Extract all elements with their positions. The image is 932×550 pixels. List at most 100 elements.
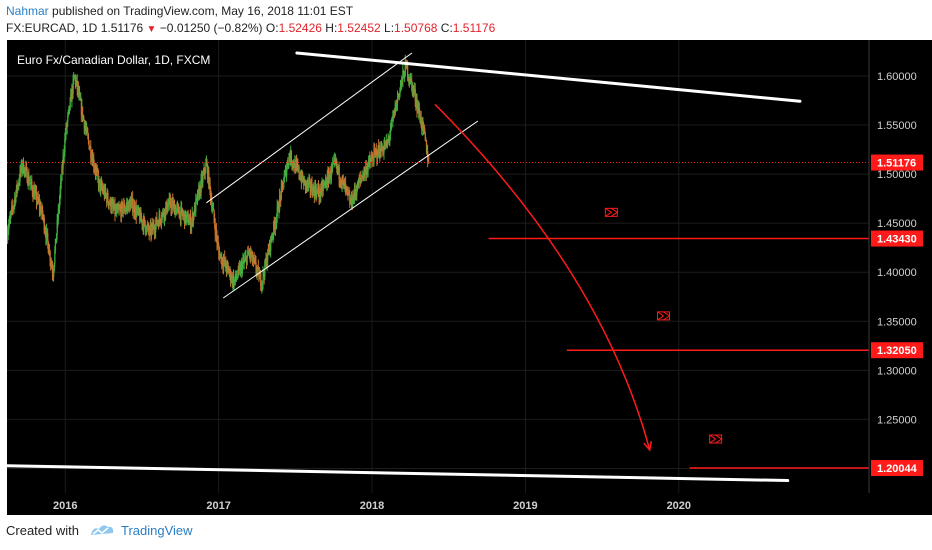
- price-tag: [871, 460, 923, 477]
- y-tick-label: 1.45000: [877, 218, 917, 230]
- author-link[interactable]: Nahmar: [6, 4, 49, 18]
- price-tag-label: 1.51176: [877, 158, 916, 170]
- candle-body: [345, 184, 347, 188]
- candle-body: [31, 180, 33, 187]
- candle-body: [260, 273, 262, 287]
- high-label: H:: [325, 21, 338, 35]
- candle-body: [279, 195, 281, 211]
- last-price: 1.51176: [100, 21, 144, 35]
- candle-body: [367, 165, 369, 172]
- candle-body: [422, 122, 425, 129]
- down-arrow-icon: ▼: [146, 24, 157, 35]
- y-tick-label: 1.50000: [877, 169, 917, 181]
- candle-body: [169, 197, 172, 206]
- levels: [488, 237, 869, 469]
- tradingview-link[interactable]: TradingView: [120, 522, 193, 538]
- price-chart[interactable]: 1.60000 1.55000 1.50000 1.45000 1.40000 1.350…: [5, 40, 932, 515]
- flag-pattern: [709, 434, 723, 444]
- candle-body: [132, 209, 134, 213]
- y-tick-label: 1.25000: [877, 414, 917, 426]
- candle-body: [144, 219, 146, 227]
- candle-body: [383, 146, 385, 153]
- x-tick-label: 2016: [53, 500, 77, 512]
- flag-pattern: [657, 311, 671, 321]
- low-value: 1.50768: [394, 21, 438, 35]
- candle-body: [284, 171, 286, 176]
- candle-body: [167, 205, 169, 211]
- x-tick-label: 2019: [513, 500, 537, 512]
- created-with-label: Created with: [6, 522, 79, 538]
- candle-body: [200, 178, 202, 193]
- candle-body: [64, 138, 66, 153]
- candle-body: [402, 71, 404, 81]
- candles: [6, 54, 430, 294]
- candle-body: [15, 193, 17, 203]
- candle-body: [356, 190, 358, 196]
- upper-resistance-line: [295, 51, 802, 103]
- candle-body: [281, 183, 284, 185]
- candle-body: [316, 189, 318, 197]
- publish-line: Nahmar published on TradingView.com, May…: [6, 4, 353, 18]
- candle-body: [166, 202, 168, 213]
- symbol-label: FX:EURCAD, 1D: [6, 21, 98, 35]
- candle-body: [347, 189, 349, 194]
- price-tag-label: 1.32050: [877, 345, 917, 357]
- candle-body: [283, 175, 285, 183]
- candle-body: [123, 204, 126, 211]
- flags: [604, 207, 723, 444]
- candle-body: [315, 186, 317, 194]
- candle-body: [83, 116, 85, 121]
- x-tick-label: 2017: [206, 500, 230, 512]
- candle-body: [188, 223, 190, 225]
- candle-body: [197, 189, 199, 201]
- x-tick-label: 2018: [360, 500, 384, 512]
- candle-body: [180, 207, 182, 221]
- chart-title: Euro Fx/Canadian Dollar, 1D, FXCM: [17, 53, 210, 67]
- candle-body: [26, 168, 28, 183]
- candle-body: [8, 218, 11, 225]
- candle-body: [99, 179, 101, 181]
- candle-body: [288, 154, 290, 164]
- trendlines: [5, 51, 869, 483]
- candle-body: [258, 274, 261, 280]
- candle-body: [69, 98, 71, 110]
- open-value: 1.52426: [278, 21, 322, 35]
- price-tag: [871, 154, 923, 171]
- flag-pattern: [605, 207, 619, 217]
- candle-body: [178, 206, 180, 214]
- candle-body: [128, 200, 130, 212]
- candle-body: [205, 163, 207, 173]
- candle-body: [361, 178, 363, 180]
- candle-body: [100, 182, 102, 191]
- candle-body: [395, 100, 398, 112]
- x-tick-label: 2020: [667, 500, 691, 512]
- y-axis: 1.60000 1.55000 1.50000 1.45000 1.40000 1.350…: [877, 71, 917, 476]
- candle-body: [168, 198, 170, 205]
- y-tick-label: 1.35000: [877, 316, 917, 328]
- candle-body: [389, 130, 392, 136]
- candle-body: [47, 241, 49, 253]
- price-tag-label: 1.43430: [877, 234, 917, 246]
- candle-body: [87, 135, 90, 141]
- candle-body: [53, 270, 55, 277]
- price-tag: [871, 342, 923, 359]
- candle-body: [67, 114, 69, 122]
- candle-body: [171, 203, 173, 210]
- candle-body: [359, 177, 362, 180]
- x-axis-band: [7, 493, 932, 515]
- candle-body: [280, 185, 283, 200]
- price-tag-label: 1.20044: [877, 463, 918, 475]
- candle-body: [47, 233, 49, 242]
- candle-body: [29, 183, 31, 185]
- candle-body: [253, 257, 255, 261]
- candle-body: [82, 106, 84, 119]
- candle-body: [283, 182, 285, 188]
- candle-body: [110, 198, 112, 210]
- candle-body: [57, 208, 60, 221]
- candle-body: [67, 110, 70, 115]
- tradingview-logo-icon: [90, 525, 114, 535]
- price-change: −0.01250 (−0.82%): [159, 21, 263, 35]
- candle-body: [120, 203, 123, 217]
- close-label: C:: [440, 21, 453, 35]
- high-value: 1.52452: [337, 21, 381, 35]
